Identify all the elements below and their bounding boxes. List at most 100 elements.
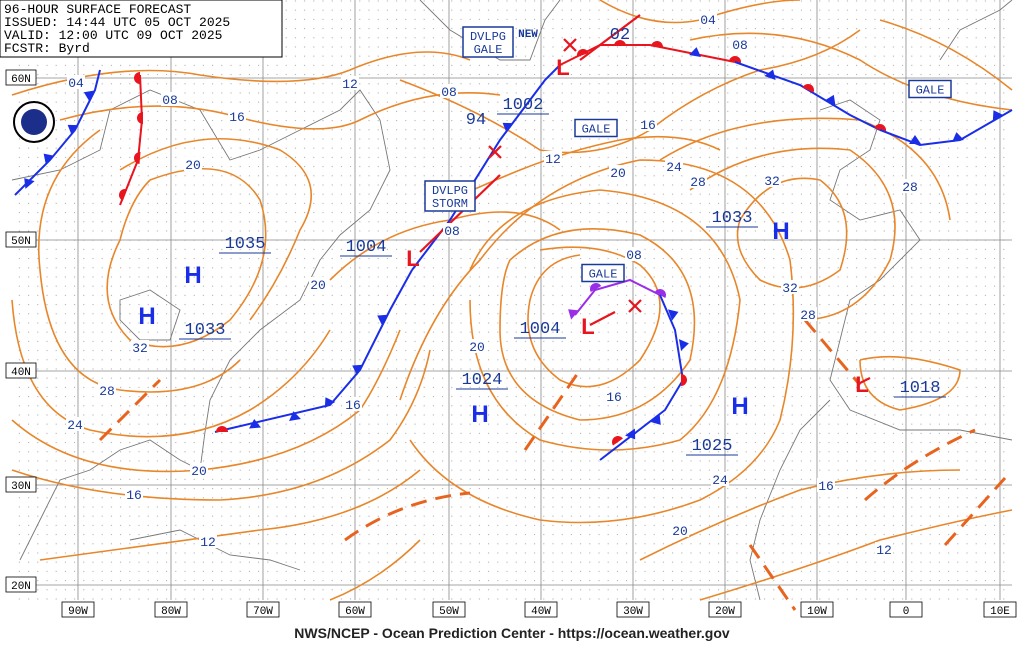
warm-front: [119, 74, 144, 206]
isobar-label-bg: [731, 37, 749, 51]
warm-front-pip: [134, 152, 141, 164]
longitude-label-box: [524, 601, 558, 618]
isobar-label: 08: [732, 38, 748, 53]
warm-front-pip: [874, 124, 886, 133]
cold-front: [879, 109, 1013, 147]
noaa-logo-inner: [21, 109, 47, 135]
low-symbol: L: [581, 314, 594, 339]
isobar-label: 16: [606, 390, 622, 405]
isobar-label: 32: [764, 174, 780, 189]
warm-front-pip: [216, 426, 228, 432]
storm-track: [488, 145, 502, 159]
isobar-label: 08: [162, 93, 178, 108]
footer: NWS/NCEP - Ocean Prediction Center - htt…: [294, 625, 730, 641]
longitude-label: 20W: [715, 606, 735, 618]
header-line: FCSTR: Byrd: [4, 41, 90, 56]
isobar-label-bg: [781, 280, 799, 294]
occluded-front: [574, 278, 661, 316]
isobar-label-bg: [66, 417, 84, 431]
longitude-label: 10W: [807, 606, 827, 618]
longitude-label-box: [246, 601, 280, 618]
longitude-label: 0: [903, 606, 910, 618]
isobar-label: 28: [99, 384, 115, 399]
longitude-label-box: [432, 601, 466, 618]
isobar-label: 16: [126, 488, 142, 503]
warning-text: GALE: [589, 268, 618, 282]
graticule: [12, 0, 1012, 600]
isobar-label: 24: [666, 160, 682, 175]
isobar-label-bg: [609, 165, 627, 179]
warm-front-pip: [612, 436, 623, 446]
isobar-label-bg: [763, 173, 781, 187]
isobar-label-bg: [901, 179, 919, 193]
longitude-label-box: [338, 601, 372, 618]
cold-front-pip: [24, 178, 35, 189]
isobar-label: 28: [902, 180, 918, 195]
cold-front-pip: [67, 124, 79, 135]
high-symbol: H: [184, 262, 201, 289]
latitude-label-box: [5, 69, 37, 86]
isobar-label: 24: [67, 418, 83, 433]
warm-front-pip: [614, 40, 626, 46]
warning-box: [574, 118, 618, 138]
isobar-label: 16: [229, 110, 245, 125]
isobar-label: 12: [200, 535, 216, 550]
warning-box: [908, 79, 952, 99]
warm-front-pip: [137, 112, 143, 124]
isobar-label: 04: [68, 76, 84, 91]
troughs: [98, 319, 1007, 611]
cold-front-pip: [249, 419, 261, 429]
isobar-label-bg: [184, 157, 202, 171]
isobar-label: 32: [782, 281, 798, 296]
isobar-label-bg: [344, 397, 362, 411]
isobar-label-bg: [665, 159, 683, 173]
isobar-label-bg: [161, 92, 179, 106]
warm-front-pip: [654, 289, 666, 298]
warning-text: DVLPG: [432, 184, 468, 198]
isobars: [11, 0, 1013, 601]
storm-track: [859, 377, 871, 384]
isobar-label-bg: [309, 277, 327, 291]
cold-front-pip: [352, 364, 363, 376]
cold-front: [734, 61, 881, 131]
longitude-label-box: [708, 601, 742, 618]
cold-front-pip: [568, 309, 579, 320]
cold-front-pip: [83, 90, 95, 102]
cold-front-pip: [650, 414, 661, 425]
warm-front-pip: [590, 283, 602, 292]
cold-front-pip: [689, 47, 701, 58]
warning-text: GALE: [916, 84, 945, 98]
cold-front-pip: [289, 411, 301, 422]
isobar-label-bg: [468, 339, 486, 353]
warm-front-pip: [681, 374, 687, 386]
low-pressure: 02: [610, 26, 630, 45]
warm-front-pip: [729, 56, 741, 64]
high-symbol: H: [138, 303, 155, 330]
latitude-label-box: [5, 362, 37, 379]
isobar-label-bg: [639, 117, 657, 131]
isobar-label: 04: [700, 13, 716, 28]
isobar-label-bg: [199, 534, 217, 548]
low-symbol: L: [556, 55, 569, 80]
isobar-label-bg: [817, 478, 835, 492]
coastlines: [11, 0, 1013, 601]
isobar-label: 08: [444, 224, 460, 239]
latitude-label-box: [5, 231, 37, 248]
longitude-label-box: [889, 601, 923, 618]
latitude-label-box: [5, 476, 37, 493]
cold-front-pip: [678, 339, 689, 351]
longitude-label-box: [800, 601, 834, 618]
isobar-label-bg: [131, 340, 149, 354]
storm-track: [419, 174, 501, 253]
isobar-label-bg: [67, 75, 85, 89]
storm-track: [579, 14, 641, 61]
isobar-label: 28: [690, 175, 706, 190]
warning-text: GALE: [582, 123, 611, 137]
cold-front-pip: [377, 314, 388, 326]
warning-box: [581, 263, 625, 283]
latitude-label: 20N: [11, 581, 31, 593]
storm-track: [563, 38, 577, 52]
isobar-label: 20: [185, 158, 201, 173]
isobar-label: 20: [310, 278, 326, 293]
isobar-label: 32: [132, 341, 148, 356]
